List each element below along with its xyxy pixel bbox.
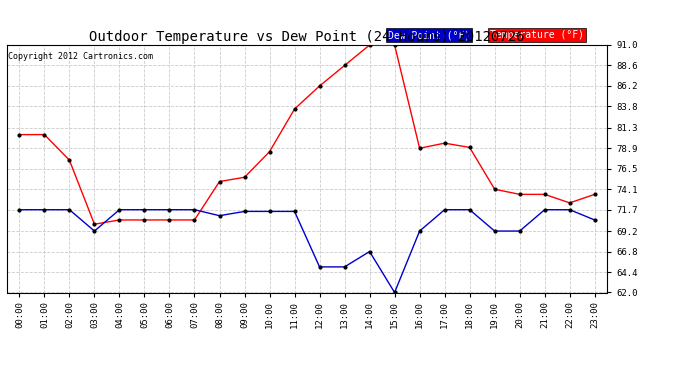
Text: Temperature (°F): Temperature (°F) bbox=[490, 30, 584, 40]
Text: Dew Point (°F): Dew Point (°F) bbox=[388, 30, 471, 40]
Text: Copyright 2012 Cartronics.com: Copyright 2012 Cartronics.com bbox=[8, 53, 153, 62]
Title: Outdoor Temperature vs Dew Point (24 Hours) 20120726: Outdoor Temperature vs Dew Point (24 Hou… bbox=[89, 30, 525, 44]
